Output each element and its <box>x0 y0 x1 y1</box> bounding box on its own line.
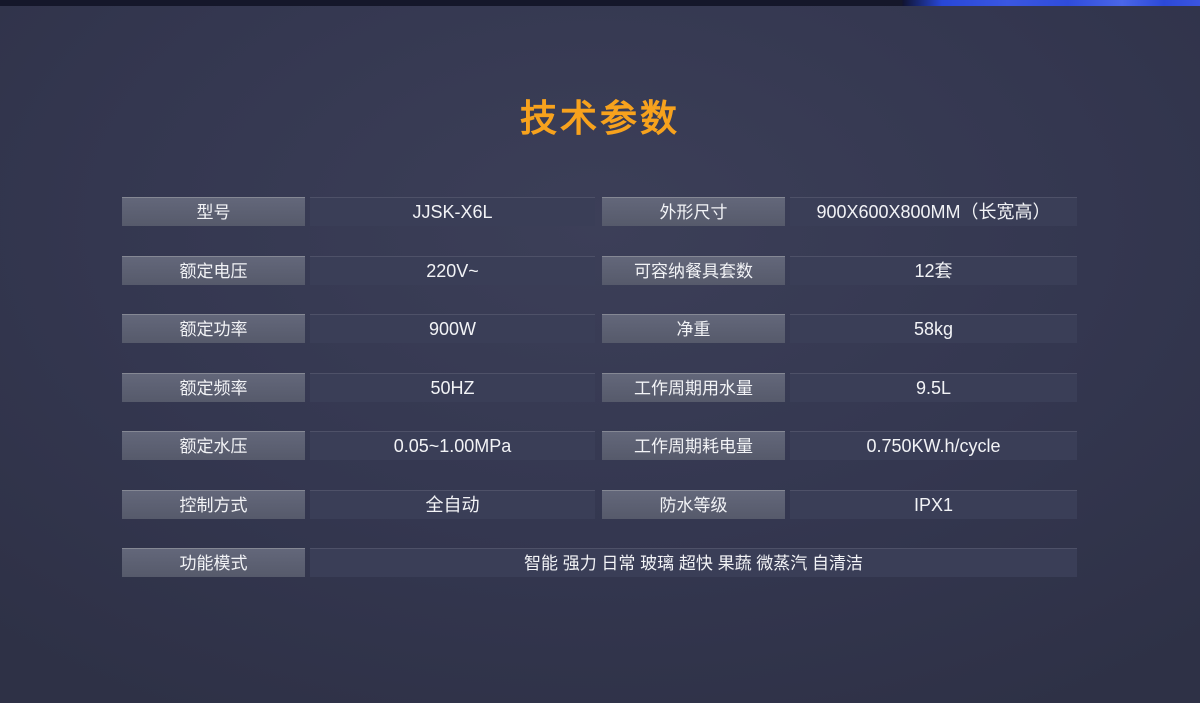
page-title: 技术参数 <box>520 98 680 139</box>
spec-row: 额定水压 0.05~1.00MPa 工作周期耗电量 0.750KW.h/cycle <box>122 431 1077 460</box>
spec-label: 功能模式 <box>122 548 305 577</box>
top-edge-strip <box>0 0 1200 6</box>
spec-label: 净重 <box>602 314 785 343</box>
spec-label: 型号 <box>122 197 305 226</box>
spec-row: 功能模式 智能 强力 日常 玻璃 超快 果蔬 微蒸汽 自清洁 <box>122 548 1077 577</box>
spec-label: 可容纳餐具套数 <box>602 255 785 285</box>
spec-row: 额定频率 50HZ 工作周期用水量 9.5L <box>122 372 1077 402</box>
spec-label: 额定电压 <box>122 255 305 285</box>
spec-label: 工作周期耗电量 <box>602 431 785 460</box>
spec-value: IPX1 <box>790 489 1077 519</box>
spec-row: 型号 JJSK-X6L 外形尺寸 900X600X800MM（长宽高） <box>122 197 1077 226</box>
spec-label: 防水等级 <box>602 489 785 519</box>
spec-row: 控制方式 全自动 防水等级 IPX1 <box>122 489 1077 519</box>
spec-value: 220V~ <box>310 255 595 285</box>
spec-value: 0.05~1.00MPa <box>310 431 595 460</box>
spec-value: 12套 <box>790 255 1077 285</box>
spec-label: 外形尺寸 <box>602 197 785 226</box>
spec-value: 58kg <box>790 314 1077 343</box>
spec-value: 900X600X800MM（长宽高） <box>790 197 1077 226</box>
spec-table: 型号 JJSK-X6L 外形尺寸 900X600X800MM（长宽高） 额定电压 220V… <box>122 197 1077 577</box>
spec-value: 50HZ <box>310 372 595 402</box>
spec-label: 工作周期用水量 <box>602 372 785 402</box>
spec-value: 智能 强力 日常 玻璃 超快 果蔬 微蒸汽 自清洁 <box>310 548 1077 577</box>
spec-label: 额定频率 <box>122 372 305 402</box>
spec-label: 控制方式 <box>122 489 305 519</box>
spec-value: 900W <box>310 314 595 343</box>
spec-value: 全自动 <box>310 489 595 519</box>
spec-row: 额定功率 900W 净重 58kg <box>122 314 1077 343</box>
spec-value: JJSK-X6L <box>310 197 595 226</box>
spec-value: 9.5L <box>790 372 1077 402</box>
spec-row: 额定电压 220V~ 可容纳餐具套数 12套 <box>122 255 1077 285</box>
spec-label: 额定水压 <box>122 431 305 460</box>
spec-label: 额定功率 <box>122 314 305 343</box>
spec-value: 0.750KW.h/cycle <box>790 431 1077 460</box>
